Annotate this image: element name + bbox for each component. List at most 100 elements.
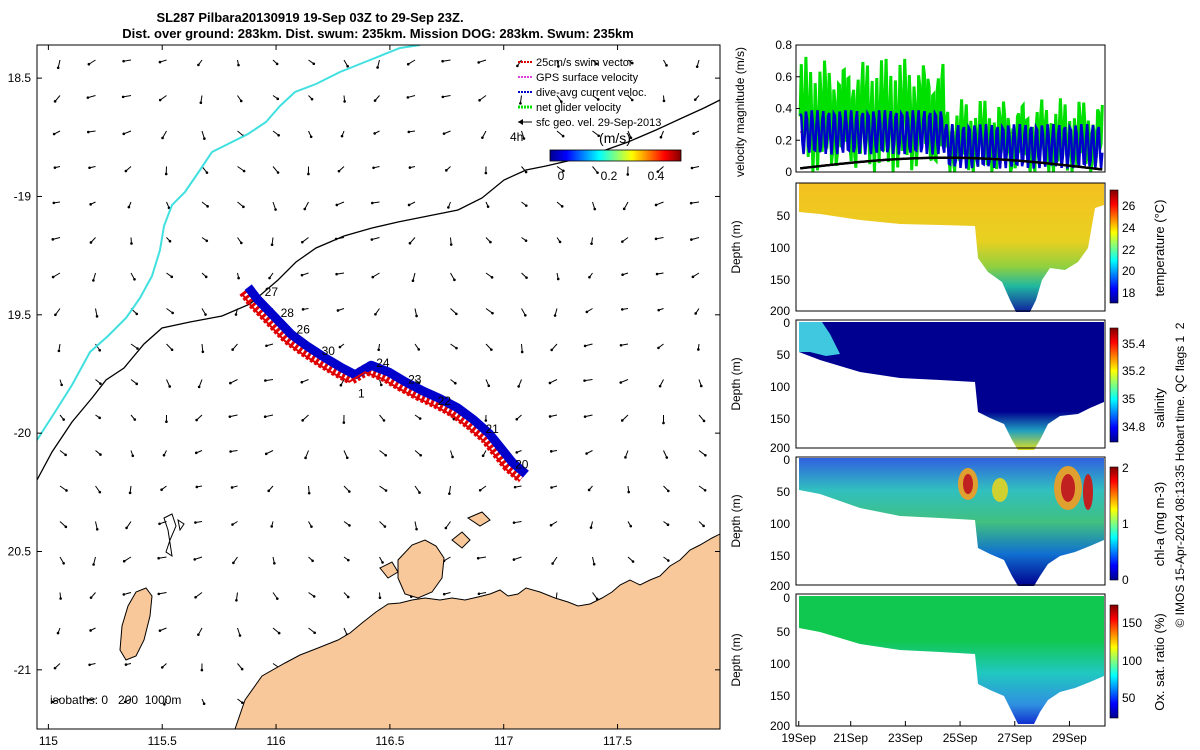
geo-velocity-arrowhead <box>122 132 126 136</box>
geo-velocity-arrow <box>735 486 739 493</box>
geo-velocity-arrow <box>623 201 629 210</box>
geo-velocity-arrowhead <box>378 596 382 600</box>
chla-y-tick-150: 150 <box>770 549 790 563</box>
geo-velocity-arrow <box>727 735 734 737</box>
map-y-tick-label: 18.5 <box>8 71 32 85</box>
geo-velocity-arrowhead <box>583 379 586 382</box>
day-label: 21 <box>486 422 500 436</box>
day-label: 24 <box>376 356 390 370</box>
geo-velocity-arrow <box>450 308 457 315</box>
geo-velocity-arrowhead <box>163 703 166 706</box>
geo-velocity-arrowhead <box>379 383 383 387</box>
geo-velocity-arrowhead <box>478 488 482 492</box>
geo-velocity-arrowhead <box>415 527 418 531</box>
geo-velocity-arrowhead <box>550 348 553 352</box>
geo-velocity-arrowhead <box>123 700 127 704</box>
geo-velocity-arrowhead <box>657 308 660 312</box>
geo-velocity-arrowhead <box>735 314 738 317</box>
geo-velocity-arrowhead <box>64 453 67 457</box>
oxygen-cb-label: Ox. sat. ratio (%) <box>1152 613 1167 711</box>
day-label: 30 <box>322 344 336 358</box>
geo-velocity-arrowhead <box>449 243 453 246</box>
geo-velocity-arrowhead <box>277 133 280 137</box>
oxygen-panel-frame <box>795 593 1106 727</box>
geo-velocity-arrow <box>479 95 487 101</box>
oxygen-cb-tick-100: 100 <box>1122 654 1142 668</box>
geo-velocity-arrow <box>513 556 522 561</box>
geo-velocity-arrowhead <box>161 136 164 140</box>
geo-velocity-arrowhead <box>726 735 729 738</box>
geo-velocity-arrowhead <box>99 382 102 385</box>
geo-velocity-arrowhead <box>347 558 350 562</box>
geo-velocity-arrowhead <box>453 278 456 282</box>
map-y-tick-label: -20 <box>14 426 32 440</box>
geo-velocity-arrowhead <box>382 419 386 422</box>
geo-velocity-arrowhead <box>726 204 729 207</box>
island-small-2 <box>451 531 471 549</box>
geo-velocity-arrowhead <box>51 238 55 241</box>
geo-velocity-arrowhead <box>442 132 446 135</box>
map-x-tick-label: 116 <box>266 734 285 748</box>
oxygen-y-tick-200: 200 <box>770 719 790 733</box>
geo-velocity-arrowhead <box>522 137 526 140</box>
chla-y-tick-0: 0 <box>783 453 790 467</box>
geo-velocity-arrow <box>655 201 664 206</box>
salinity-y-tick-100: 100 <box>770 380 790 394</box>
geo-velocity-arrowhead <box>234 313 238 316</box>
time-tick-label: 25Sep <box>943 731 978 745</box>
geo-velocity-arrowhead <box>122 59 125 63</box>
geo-velocity-arrowhead <box>702 524 705 528</box>
geo-velocity-arrowhead <box>239 99 243 103</box>
oxygen-y-tick-0: 0 <box>783 591 790 605</box>
geo-velocity-arrowhead <box>447 206 450 209</box>
map-y-tick-label: 19.5 <box>8 308 32 322</box>
velocity-series <box>798 56 1104 173</box>
geo-velocity-arrowhead <box>52 132 56 136</box>
geo-velocity-arrowhead <box>342 421 346 424</box>
salinity-panel-frame <box>795 319 1106 449</box>
legend-arrowhead-geo <box>518 119 523 125</box>
geo-velocity-arrowhead <box>515 451 519 454</box>
geo-velocity-arrowhead <box>441 95 445 99</box>
isobaths-label: isobaths: 0 200 1000m <box>50 693 181 707</box>
geo-velocity-arrowhead <box>195 485 199 489</box>
geo-velocity-arrowhead <box>619 381 623 384</box>
chla-cb-tick-0: 0 <box>1122 573 1129 587</box>
time-tick-label: 19Sep <box>781 731 816 745</box>
geo-velocity-arrowhead <box>343 100 346 103</box>
geo-velocity-arrowhead <box>596 171 599 174</box>
geo-velocity-arrowhead <box>732 561 735 564</box>
geo-velocity-arrowhead <box>122 559 126 563</box>
geo-velocity-arrowhead <box>455 346 458 350</box>
geo-velocity-arrowhead <box>455 312 458 316</box>
salinity-y-label: Depth (m) <box>729 357 743 410</box>
geo-velocity-arrowhead <box>406 62 410 66</box>
geo-velocity-arrow <box>733 557 735 563</box>
geo-velocity-arrowhead <box>728 130 731 133</box>
geo-velocity-arrowhead <box>242 205 245 209</box>
map-colorbar-tick-1: 0.2 <box>601 169 618 183</box>
geo-velocity-arrowhead <box>694 312 697 315</box>
geo-velocity-arrowhead <box>560 205 564 208</box>
geo-velocity-arrowhead <box>133 278 136 281</box>
oxygen-panel: 0 50 100 150 200 Depth (m) 150 100 50 Ox… <box>729 591 1167 745</box>
geo-velocity-arrowhead <box>98 416 101 420</box>
geo-velocity-arrowhead <box>194 595 197 599</box>
geo-velocity-arrowhead <box>87 698 90 702</box>
geo-velocity-arrowhead <box>621 273 624 277</box>
geo-velocity-arrowhead <box>193 558 197 561</box>
geo-velocity-arrowhead <box>122 593 126 596</box>
geo-velocity-arrow <box>522 735 527 740</box>
chla-cb-label: chl-a (mg m-3) <box>1152 482 1167 567</box>
geo-velocity-arrowhead <box>627 490 631 494</box>
geo-velocity-arrow <box>521 130 525 139</box>
geo-velocity-arrow <box>57 59 61 68</box>
geo-velocity-arrowhead <box>690 238 693 241</box>
geo-velocity-arrowhead <box>476 556 480 560</box>
geo-velocity-arrowhead <box>89 596 93 599</box>
geo-velocity-arrowhead <box>53 166 57 169</box>
geo-velocity-arrowhead <box>131 454 135 458</box>
geo-velocity-arrowhead <box>727 63 730 66</box>
geo-velocity-arrowhead <box>158 522 161 526</box>
